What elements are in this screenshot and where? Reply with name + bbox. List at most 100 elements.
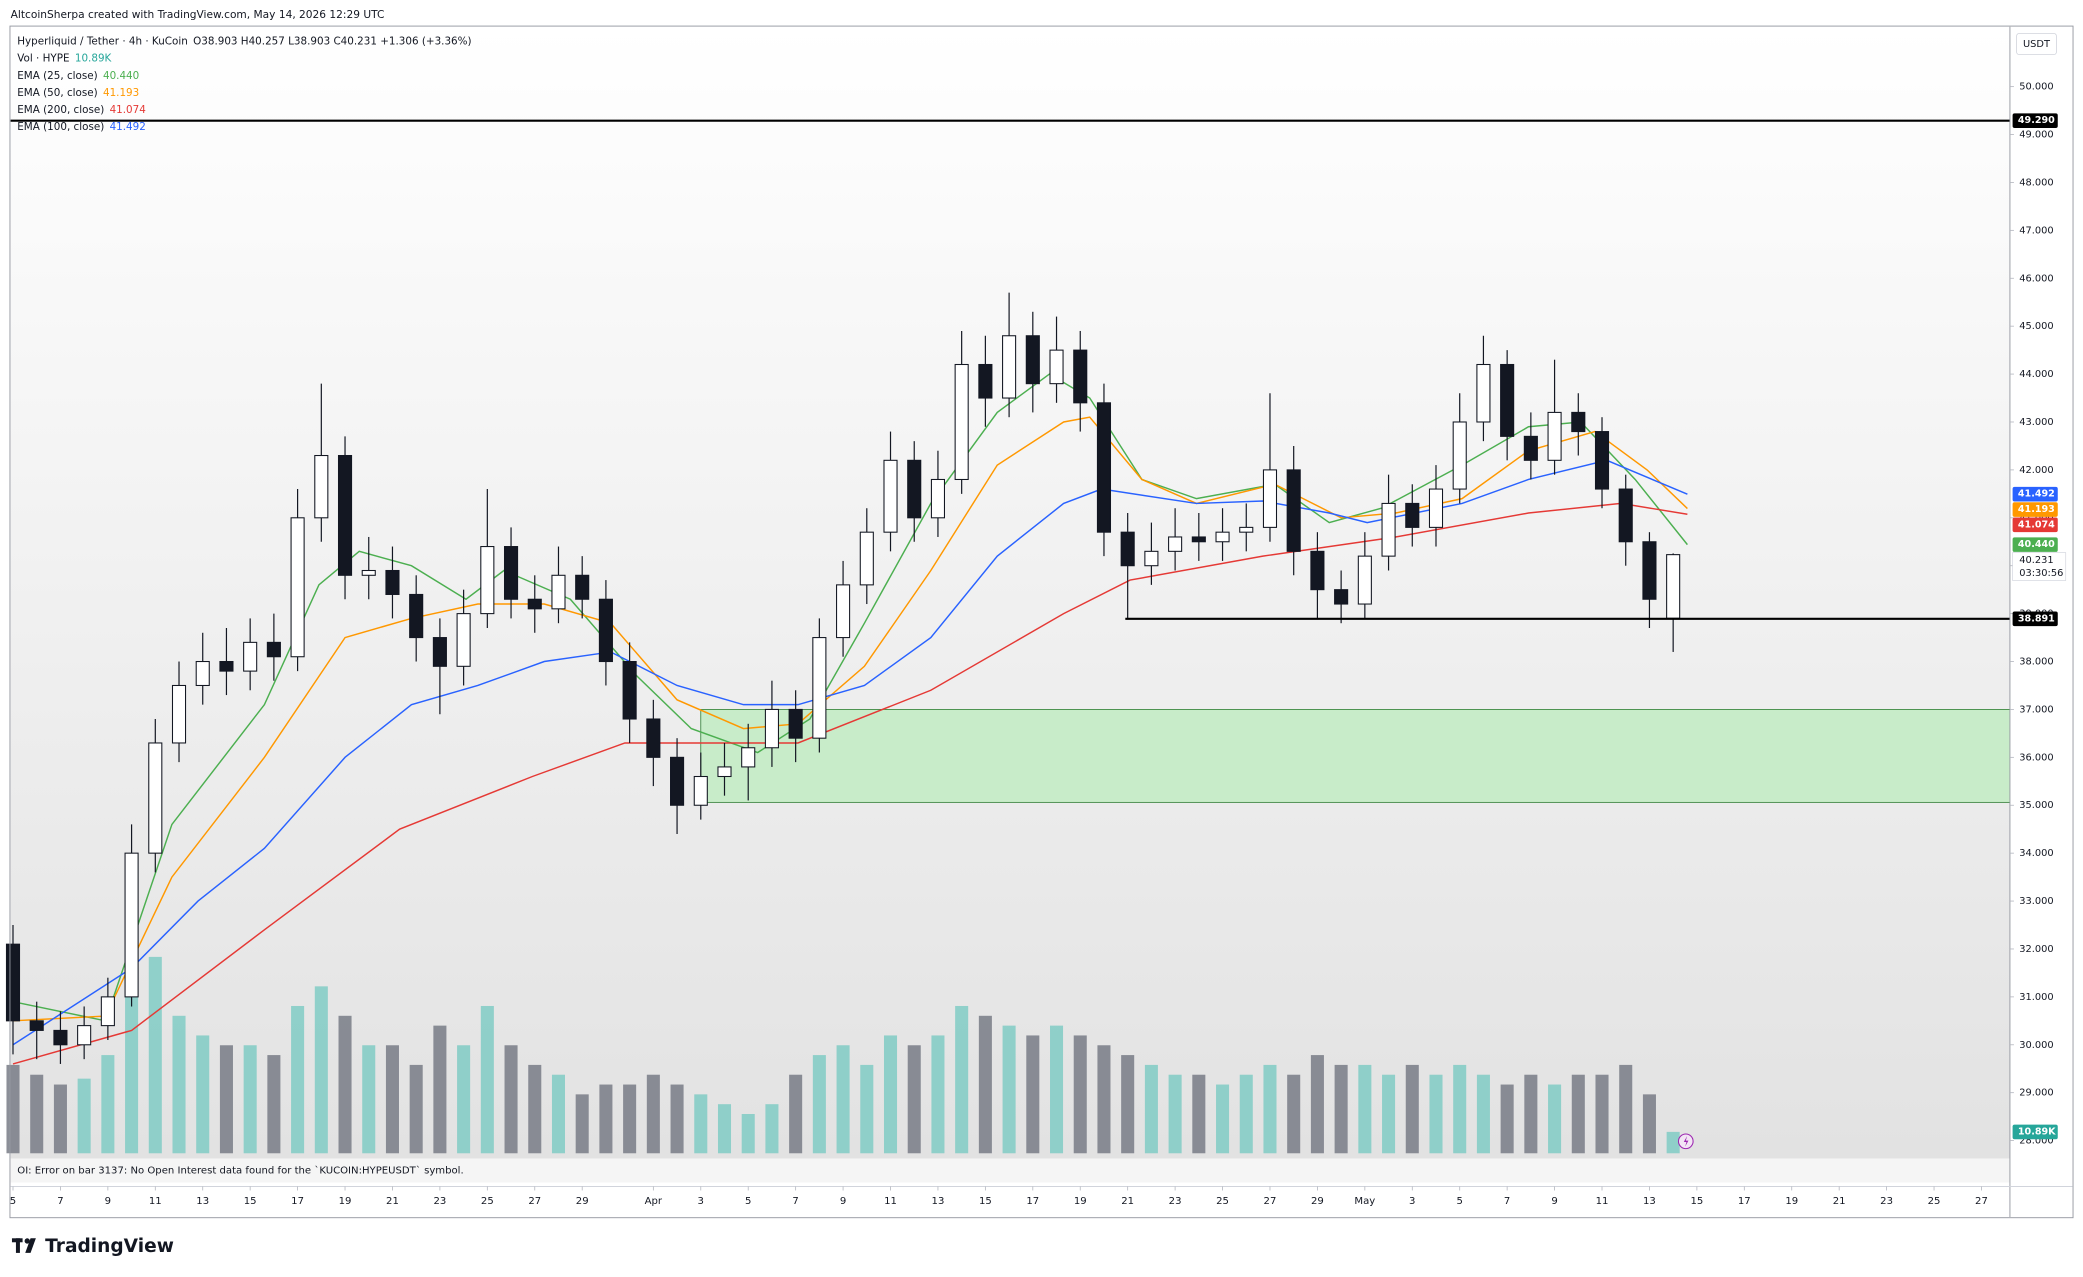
last-price-badge — [2012, 552, 2067, 581]
ema-badge-label: 41.074 — [2018, 519, 2055, 530]
volume-bar — [1548, 1084, 1562, 1154]
volume-bar — [765, 1104, 779, 1154]
legend-title: Hyperliquid / Tether · 4h · KuCoin — [17, 35, 188, 47]
ema-badge — [2012, 517, 2058, 533]
volume-bar — [575, 1094, 589, 1154]
candle-body — [456, 613, 471, 667]
volume-bar — [267, 1055, 281, 1154]
volume-bar — [812, 1055, 826, 1154]
volume-bar — [409, 1064, 423, 1154]
volume-bar — [457, 1045, 471, 1154]
x-tick-label: 23 — [1880, 1196, 1893, 1207]
volume-bar — [30, 1074, 44, 1154]
candle-body — [385, 569, 400, 595]
y-tick-label: 34.000 — [2019, 848, 2053, 859]
x-tick-label: 23 — [433, 1196, 446, 1207]
legend-value: 41.074 — [110, 104, 147, 116]
x-tick-label: 21 — [1121, 1196, 1134, 1207]
x-tick-label: 25 — [1216, 1196, 1229, 1207]
unit-box[interactable] — [2016, 32, 2057, 56]
volume-bar — [1144, 1064, 1158, 1154]
legend-ohlc: O38.903 H40.257 L38.903 C40.231 +1.306 (… — [193, 35, 471, 47]
candle-body — [741, 747, 756, 768]
volume-bar — [1571, 1074, 1585, 1154]
candle-body — [670, 756, 685, 806]
volume-bar — [1097, 1045, 1111, 1154]
logo-part — [15, 1238, 20, 1253]
candle-body — [646, 718, 661, 758]
volume-bar — [1642, 1094, 1656, 1154]
legend-value: 10.89K — [75, 53, 113, 65]
oi-strip — [10, 1158, 2010, 1183]
candle-body — [1428, 488, 1444, 528]
volume-bar — [1382, 1074, 1396, 1154]
volume-bar — [955, 1005, 969, 1154]
countdown-label: 03:30:56 — [2019, 568, 2063, 579]
candle-body — [503, 546, 519, 600]
candle-body — [432, 637, 447, 667]
volume-bar — [1405, 1064, 1419, 1154]
y-tick-label: 45.000 — [2019, 321, 2053, 332]
legend-name: EMA (200, close) — [17, 104, 104, 116]
volume-bar — [599, 1084, 613, 1154]
x-tick-label: 7 — [57, 1196, 63, 1207]
volume-bar — [480, 1005, 494, 1154]
volume-bar — [1073, 1035, 1087, 1154]
y-tick-label: 33.000 — [2019, 896, 2053, 907]
level-badge-label: 49.290 — [2018, 115, 2055, 126]
legend-name: EMA (50, close) — [17, 87, 97, 99]
volume-bar — [1595, 1074, 1609, 1154]
volume-bar — [741, 1113, 755, 1154]
volume-bar — [907, 1045, 921, 1154]
x-tick-label: 15 — [1690, 1196, 1703, 1207]
y-tick-label: 28.000 — [2019, 1136, 2053, 1147]
volume-bar — [789, 1074, 803, 1154]
ema-badge — [2012, 502, 2058, 517]
candle-body — [1381, 502, 1396, 557]
candle-body — [480, 546, 495, 615]
volume-bar — [646, 1074, 660, 1154]
volume-bar — [931, 1035, 945, 1154]
candle-body — [527, 598, 542, 610]
volume-bar — [1121, 1055, 1135, 1154]
y-tick-label: 50.000 — [2019, 82, 2053, 93]
legend-row: Hyperliquid / Tether · 4h · KuCoin O38.90… — [17, 35, 471, 47]
candle-body — [1168, 536, 1183, 552]
candle-body — [598, 598, 613, 663]
price-unit: USDT — [2023, 39, 2051, 50]
candle-body — [1642, 541, 1657, 600]
candle-body — [124, 852, 139, 998]
level-badge — [2012, 611, 2058, 627]
candle-body — [171, 684, 187, 744]
candle-body — [978, 363, 993, 399]
volume-bar — [551, 1074, 566, 1154]
candle-body — [954, 363, 969, 481]
volume-bar — [362, 1045, 376, 1154]
candle-body — [1310, 550, 1325, 591]
candle-body — [1215, 531, 1230, 543]
volume-bar — [172, 1015, 186, 1154]
candle-body — [290, 517, 305, 658]
x-tick-label: 23 — [1169, 1196, 1182, 1207]
candle-body — [219, 660, 234, 672]
candle-body — [859, 531, 874, 586]
legend-name: EMA (100, close) — [17, 121, 104, 133]
candle-body — [1523, 435, 1538, 461]
oi-error: OI: Error on bar 3137: No Open Interest … — [17, 1165, 463, 1177]
candle-body — [1618, 488, 1633, 543]
volume-bar — [1216, 1084, 1230, 1154]
candle-body — [1073, 349, 1088, 404]
candle-body — [1144, 550, 1159, 567]
candle-body — [883, 459, 898, 533]
y-tick-label: 49.000 — [2019, 130, 2053, 141]
volume-bar — [6, 1064, 20, 1154]
x-tick-label: 29 — [1311, 1196, 1324, 1207]
volume-bar — [77, 1078, 91, 1154]
plot-background — [10, 26, 2010, 1159]
x-tick-label: Apr — [645, 1196, 663, 1207]
candle-body — [77, 1025, 92, 1046]
candle-body — [1547, 411, 1562, 461]
x-tick-label: 13 — [932, 1196, 945, 1207]
y-tick-label: 32.000 — [2019, 944, 2053, 955]
